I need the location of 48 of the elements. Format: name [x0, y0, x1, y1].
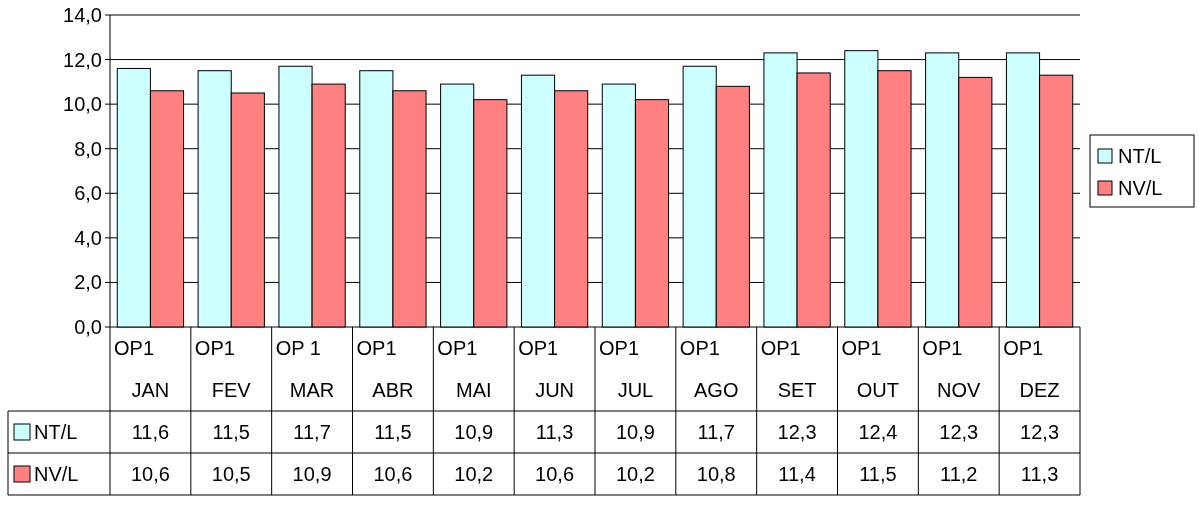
data-label: 11,7 [293, 421, 331, 443]
data-label: 10,9 [454, 421, 494, 443]
legend-label: NT/L [1118, 145, 1162, 167]
data-label: 11,5 [859, 463, 897, 485]
data-label: 10,6 [130, 463, 170, 485]
x-tick-label: OP1 ABR [356, 337, 414, 401]
x-tick-label: OP1 AGO [679, 337, 739, 401]
data-label: 11,3 [535, 421, 574, 443]
data-label: 11,4 [778, 463, 816, 485]
x-tick-label: OP1 JUN [518, 337, 575, 401]
x-tick-label: OP1 JAN [114, 337, 170, 401]
y-tick-label: 2,0 [74, 271, 102, 294]
data-label: 10,2 [454, 463, 494, 485]
data-label: 10,9 [292, 463, 332, 485]
legend-label: NV/L [1118, 177, 1163, 199]
x-tick-label: OP1 SET [760, 337, 817, 401]
x-tick-label: OP1 NOV [922, 337, 982, 401]
x-tick-label: OP1 OUT [841, 337, 900, 401]
data-label: 10,2 [615, 463, 655, 485]
y-tick-label: 6,0 [74, 182, 102, 205]
data-label: 12,3 [1020, 421, 1060, 443]
y-tick-label: 14,0 [63, 4, 102, 26]
x-tick-label: OP1 FEV [194, 337, 252, 401]
y-tick-label: 10,0 [63, 93, 102, 116]
data-label: 11,7 [697, 421, 735, 443]
data-label: 11,2 [940, 463, 978, 485]
x-tick-label: OP1 DEZ [1003, 337, 1060, 401]
data-label: 11,3 [1020, 463, 1059, 485]
data-label: 10,8 [696, 463, 736, 485]
x-tick-label: OP 1 MAR [275, 337, 335, 401]
x-tick-label: OP1 MAI [437, 337, 492, 401]
y-tick-label: 0,0 [74, 316, 102, 338]
y-tick-label: 8,0 [74, 137, 102, 160]
x-tick-label: OP1 JUL [599, 337, 654, 401]
y-tick-label: 12,0 [63, 48, 102, 71]
data-label: 10,5 [211, 463, 251, 485]
data-label: 12,3 [777, 421, 817, 443]
data-label: 11,5 [212, 421, 250, 443]
data-label: 10,6 [535, 463, 575, 485]
data-label: 11,6 [131, 421, 170, 443]
data-label: 12,4 [858, 421, 898, 443]
data-label: 11,5 [374, 421, 412, 443]
data-label: 10,6 [373, 463, 413, 485]
data-label: 10,9 [615, 421, 655, 443]
text: NT/L [34, 421, 78, 443]
data-label: 12,3 [939, 421, 979, 443]
text: NV/L [34, 463, 79, 485]
y-tick-label: 4,0 [74, 226, 102, 249]
